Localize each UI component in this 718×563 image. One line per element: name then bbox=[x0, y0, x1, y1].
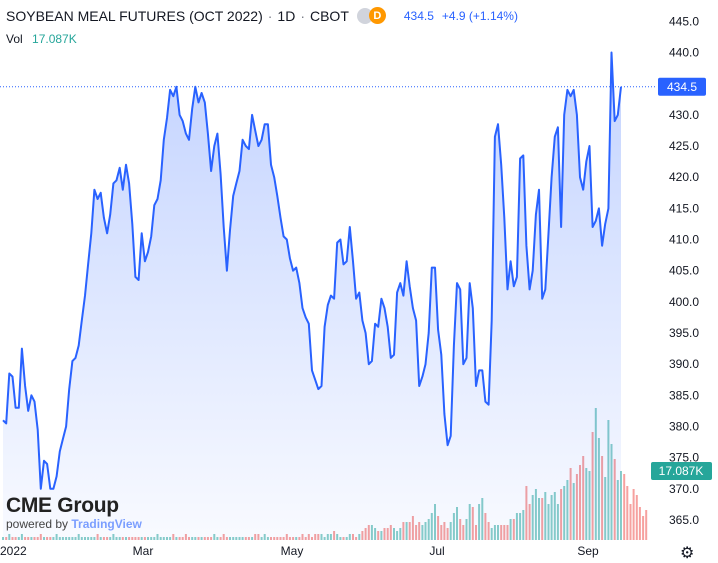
y-tick-label: 410.0 bbox=[669, 233, 699, 247]
header-separator: · bbox=[300, 7, 305, 24]
x-tick-label: Sep bbox=[577, 544, 599, 558]
volume-bar bbox=[623, 474, 626, 540]
symbol-title[interactable]: SOYBEAN MEAL FUTURES (OCT 2022) bbox=[6, 7, 263, 24]
y-tick-label: 425.0 bbox=[669, 139, 699, 153]
y-tick-label: 415.0 bbox=[669, 201, 699, 215]
y-tick-label: 405.0 bbox=[669, 264, 699, 278]
cme-group-logo[interactable]: CME Group powered by TradingView bbox=[6, 494, 142, 531]
x-tick-label: 2022 bbox=[0, 544, 27, 558]
price-line bbox=[2, 51, 622, 490]
last-price-tag-label: 434.5 bbox=[667, 80, 697, 94]
y-tick-label: 400.0 bbox=[669, 295, 699, 309]
data-toggle[interactable]: D bbox=[356, 7, 386, 24]
delayed-data-icon: D bbox=[368, 7, 386, 24]
exchange-label: CBOT bbox=[309, 7, 349, 24]
y-tick-label: 395.0 bbox=[669, 326, 699, 340]
volume-label: Vol bbox=[6, 32, 23, 46]
time-axis[interactable]: 2022 Mar May Jul Sep bbox=[0, 544, 599, 558]
y-tick-label: 380.0 bbox=[669, 420, 699, 434]
volume-legend: Vol 17.087K bbox=[6, 32, 77, 46]
y-tick-label: 420.0 bbox=[669, 170, 699, 184]
y-tick-label: 440.0 bbox=[669, 46, 699, 60]
y-tick-label: 430.0 bbox=[669, 108, 699, 122]
volume-bar bbox=[642, 516, 645, 540]
volume-bar bbox=[626, 486, 629, 540]
axis-tags: 434.5 17.087K bbox=[651, 77, 712, 480]
y-tick-label: 445.0 bbox=[669, 14, 699, 28]
volume-value: 17.087K bbox=[32, 32, 77, 46]
volume-tag bbox=[651, 462, 712, 480]
volume-bar bbox=[629, 504, 632, 540]
volume-bar bbox=[638, 507, 641, 540]
interval-label[interactable]: 1D bbox=[277, 7, 296, 24]
price-change: +4.9 (+1.14%) bbox=[441, 8, 518, 23]
last-price: 434.5 bbox=[403, 8, 434, 23]
last-price-tag bbox=[658, 77, 706, 96]
y-tick-label: 375.0 bbox=[669, 451, 699, 465]
tradingview-logo[interactable]: TradingView bbox=[71, 517, 142, 531]
y-tick-label: 365.0 bbox=[669, 513, 699, 527]
gear-icon[interactable]: ⚙ bbox=[680, 545, 695, 562]
header-separator: · bbox=[267, 7, 273, 24]
y-tick-label: 385.0 bbox=[669, 388, 699, 402]
x-tick-label: Jul bbox=[429, 544, 444, 558]
volume-tag-label: 17.087K bbox=[659, 464, 704, 478]
chart-header: SOYBEAN MEAL FUTURES (OCT 2022) · 1D · C… bbox=[6, 7, 518, 24]
y-tick-label: 370.0 bbox=[669, 482, 699, 496]
volume-bar bbox=[632, 489, 635, 540]
volume-bar bbox=[635, 495, 638, 540]
volume-bar bbox=[645, 510, 648, 540]
y-tick-label: 390.0 bbox=[669, 357, 699, 371]
x-tick-label: Mar bbox=[133, 544, 154, 558]
x-tick-label: May bbox=[281, 544, 304, 558]
brand-name: CME Group bbox=[6, 494, 119, 517]
powered-by: powered by TradingView bbox=[6, 517, 142, 531]
price-area bbox=[3, 52, 621, 540]
